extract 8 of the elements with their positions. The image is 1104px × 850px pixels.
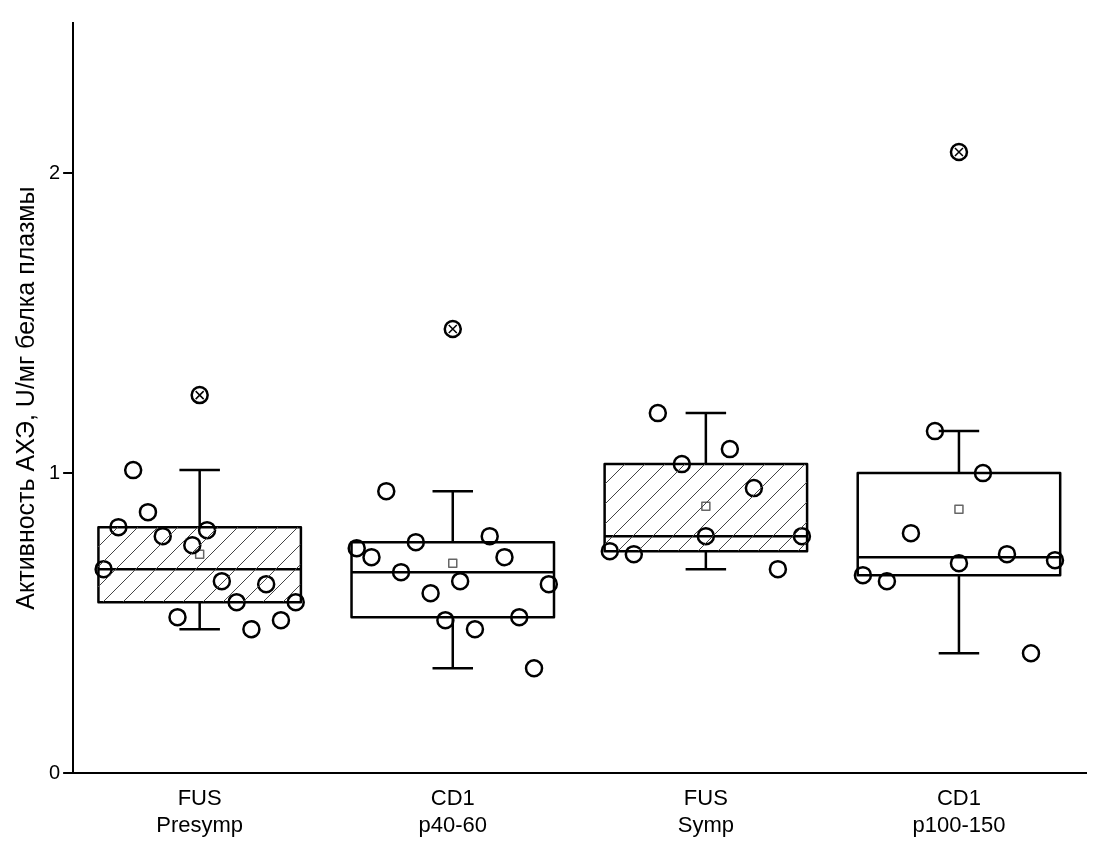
y-axis-title: Активность АХЭ, U/мг белка плазмы: [10, 186, 39, 610]
y-tick-label: 2: [49, 160, 61, 183]
x-tick-label: CD1 p40-60: [418, 785, 488, 837]
x-tick-label: FUS Symp: [677, 785, 734, 837]
y-tick-label: 1: [49, 460, 61, 483]
x-tick-label: CD1 p100-150: [912, 785, 1006, 837]
x-tick-label: FUS Presymp: [156, 785, 244, 837]
y-tick-label: 0: [49, 760, 61, 783]
